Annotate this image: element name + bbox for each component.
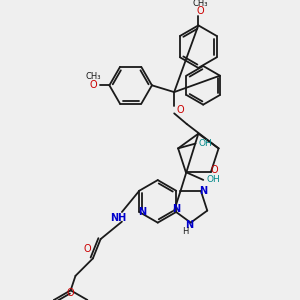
Text: O: O	[211, 165, 218, 175]
Text: O: O	[83, 244, 91, 254]
Text: O: O	[67, 288, 74, 298]
Text: O: O	[176, 106, 184, 116]
Text: N: N	[138, 207, 146, 217]
Text: OH: OH	[198, 139, 212, 148]
Text: CH₃: CH₃	[85, 72, 101, 81]
Text: N: N	[172, 204, 180, 214]
Text: CH₃: CH₃	[193, 0, 208, 8]
Text: O: O	[196, 6, 204, 16]
Text: N: N	[185, 220, 193, 230]
Text: N: N	[199, 186, 207, 196]
Text: H: H	[182, 227, 188, 236]
Text: NH: NH	[110, 213, 126, 223]
Text: O: O	[89, 80, 97, 90]
Text: OH: OH	[206, 176, 220, 184]
